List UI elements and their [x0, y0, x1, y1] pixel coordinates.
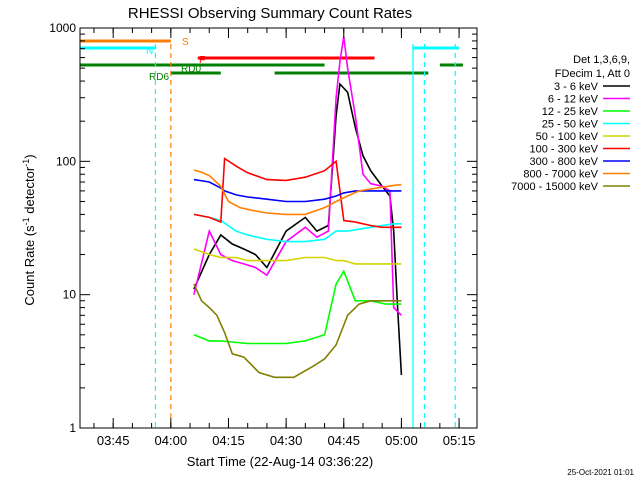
ylabel-part-3: -1 — [21, 159, 31, 167]
x-tick-label: 03:45 — [97, 433, 130, 448]
state-label-rd0: RD0 — [181, 64, 201, 75]
series-line-12-25-kev — [193, 269, 402, 345]
series-line-100-300-kev — [193, 157, 402, 229]
legend-header-1: FDecim 1, Att 0 — [555, 68, 630, 80]
state-label-s: S — [182, 37, 189, 48]
series-lines — [193, 36, 403, 379]
legend-label: 25 - 50 keV — [542, 119, 599, 131]
y-axis-label: Count Rate (s-1 detector-1) — [21, 154, 37, 305]
y-axis: 1 10 100 1000 — [49, 21, 477, 435]
y-tick-label: 1000 — [49, 21, 76, 35]
legend-label: 50 - 100 keV — [536, 131, 599, 143]
state-label-f: F — [199, 55, 205, 66]
series-line-800-7000-kev — [193, 169, 402, 216]
x-tick-label: 04:30 — [270, 433, 303, 448]
legend-label: 100 - 300 keV — [530, 144, 599, 156]
legend-label: 800 - 7000 keV — [523, 169, 598, 181]
legend-label: 3 - 6 keV — [554, 81, 599, 93]
series-line-7000-15000-kev — [193, 283, 402, 379]
legend-label: 6 - 12 keV — [548, 94, 599, 106]
vertical-markers — [154, 44, 456, 428]
legend-label: 7000 - 15000 keV — [511, 181, 599, 193]
date-stamp: 25-Oct-2021 01:01 — [567, 468, 634, 477]
x-tick-label: 05:15 — [443, 433, 476, 448]
ylabel-part-1: -1 — [21, 217, 31, 225]
x-tick-label: 04:00 — [155, 433, 188, 448]
x-tick-label: 04:45 — [327, 433, 360, 448]
state-label-n: N — [146, 46, 153, 57]
series-line-3-6-kev — [193, 82, 403, 375]
state-label-rd6: RD6 — [149, 72, 169, 83]
y-tick-label: 10 — [63, 288, 77, 302]
y-tick-label: 100 — [56, 154, 76, 168]
x-tick-label: 05:00 — [385, 433, 418, 448]
ylabel-part-0: Count Rate (s — [22, 225, 37, 306]
chart-title: RHESSI Observing Summary Count Rates — [128, 5, 412, 22]
x-tick-label: 04:15 — [212, 433, 245, 448]
plot-frame — [79, 27, 478, 429]
legend-label: 12 - 25 keV — [542, 106, 599, 118]
legend-header-0: Det 1,3,6,9, — [573, 54, 630, 66]
legend-label: 300 - 800 keV — [530, 156, 599, 168]
x-axis: 03:45 04:00 04:15 04:30 04:45 05:00 05:15 — [93, 28, 476, 448]
ylabel-part-2: detector — [22, 166, 37, 217]
series-line-6-12-kev — [193, 36, 402, 316]
y-tick-label: 1 — [69, 421, 76, 435]
x-axis-label: Start Time (22-Aug-14 03:36:22) — [187, 454, 373, 469]
series-line-50-100-kev — [193, 248, 402, 265]
legend: Det 1,3,6,9, FDecim 1, Att 0 3 - 6 keV6 … — [511, 54, 630, 193]
ylabel-part-4: ) — [22, 154, 37, 158]
